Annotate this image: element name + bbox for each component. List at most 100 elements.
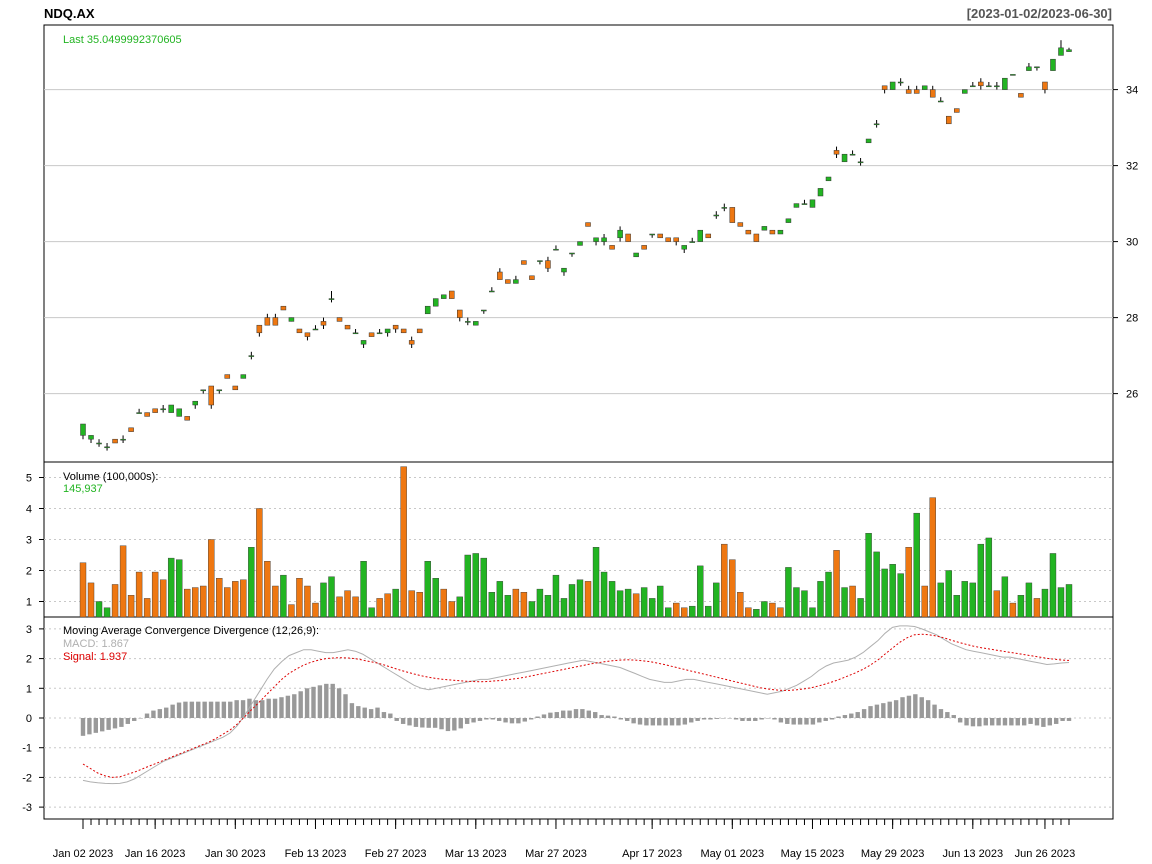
macd-histogram-bar (791, 718, 796, 725)
candle-body (120, 438, 126, 441)
macd-histogram (80, 683, 1072, 736)
candle (937, 97, 944, 103)
macd-histogram-bar (221, 701, 227, 718)
volume-bar (496, 581, 504, 618)
candle (873, 120, 880, 128)
volume-bar (344, 590, 351, 618)
candle-body (801, 203, 808, 205)
volume-bar (520, 592, 528, 618)
candle-body (537, 260, 543, 262)
macd-tick-label: -2 (22, 772, 32, 784)
candle (448, 290, 455, 299)
candle (152, 408, 158, 413)
candle-body (841, 153, 848, 163)
volume-bar (151, 571, 159, 618)
candle-body (457, 309, 463, 318)
candle-body (440, 294, 447, 299)
x-tick-label: Jun 13 2023 (943, 848, 1004, 860)
candle (986, 82, 992, 88)
candle (1010, 74, 1016, 76)
candle (921, 85, 928, 90)
volume-bar (232, 581, 239, 618)
macd-histogram-bar (740, 718, 745, 721)
macd-label: Moving Average Convergence Divergence (1… (63, 625, 319, 637)
macd-histogram-bar (753, 718, 758, 721)
macd-histogram-bar (785, 718, 790, 724)
volume-bar (632, 593, 640, 618)
candle (673, 237, 679, 246)
candle (376, 329, 383, 335)
candle-body (104, 446, 110, 449)
macd-histogram-bar (522, 718, 527, 722)
candle (809, 199, 816, 208)
macd-histogram-bar (452, 718, 457, 731)
macd-histogram-bar (292, 694, 297, 718)
volume-bars (79, 466, 1073, 618)
macd-histogram-bar (573, 709, 579, 718)
volume-bar (929, 497, 936, 618)
candle (168, 404, 174, 413)
macd-histogram-bar (599, 715, 604, 718)
volume-bar (320, 582, 327, 618)
macd-histogram-bar (605, 715, 611, 718)
volume-bar (240, 579, 247, 618)
volume-bar (664, 607, 672, 618)
candle-body (489, 290, 495, 293)
volume-bar (368, 607, 375, 618)
volume-bar (184, 588, 191, 618)
macd-histogram-bar (112, 718, 118, 729)
volume-bar (352, 596, 359, 618)
candle-body (176, 408, 182, 417)
macd-histogram-bar (804, 718, 809, 725)
candle (625, 233, 631, 242)
candle-body (296, 328, 303, 334)
candle-body (753, 233, 760, 242)
candle (497, 268, 503, 280)
macd-histogram-bar (349, 703, 355, 718)
x-tick-label: Jan 02 2023 (53, 848, 114, 860)
candle-body (889, 81, 896, 90)
candle (665, 237, 671, 242)
x-tick-label: Jun 26 2023 (1015, 848, 1076, 860)
candle-body (376, 332, 383, 335)
candle (457, 309, 463, 322)
candle (248, 351, 255, 360)
candle-body (657, 233, 663, 239)
candle-body (921, 85, 928, 90)
signal-line (82, 633, 1070, 778)
macd-histogram-bar (304, 688, 310, 718)
volume-bar (504, 595, 512, 618)
macd-histogram-bar (650, 718, 656, 726)
x-tick-label: Mar 13 2023 (445, 848, 507, 860)
macd-histogram-bar (317, 685, 323, 718)
volume-tick-label: 3 (26, 535, 32, 547)
volume-bar (87, 582, 95, 618)
candle (697, 229, 704, 242)
candle-body (88, 435, 94, 440)
candle (513, 275, 519, 284)
candle-body (312, 328, 319, 331)
volume-bar (528, 601, 536, 618)
macd-histogram-bar (708, 718, 713, 720)
volume-bar (256, 508, 263, 618)
candle-body (649, 233, 655, 236)
candle (176, 408, 182, 417)
candle-body (473, 321, 479, 326)
macd-histogram-bar (721, 718, 726, 719)
candle-body (665, 237, 671, 242)
volume-bar (600, 571, 608, 618)
volume-bar (785, 567, 792, 618)
volume-bar (464, 554, 471, 618)
candle-body (577, 241, 583, 246)
candle-body (497, 271, 503, 280)
volume-tick-label: 5 (26, 473, 32, 485)
macd-histogram-bar (925, 700, 931, 718)
volume-bar (208, 539, 215, 618)
macd-histogram-bar (881, 703, 886, 718)
macd-histogram-bar (1009, 718, 1014, 726)
volume-bar (697, 565, 704, 618)
price-tick-label: 34 (1126, 85, 1138, 97)
candle (489, 287, 495, 293)
macd-histogram-bar (669, 718, 675, 726)
